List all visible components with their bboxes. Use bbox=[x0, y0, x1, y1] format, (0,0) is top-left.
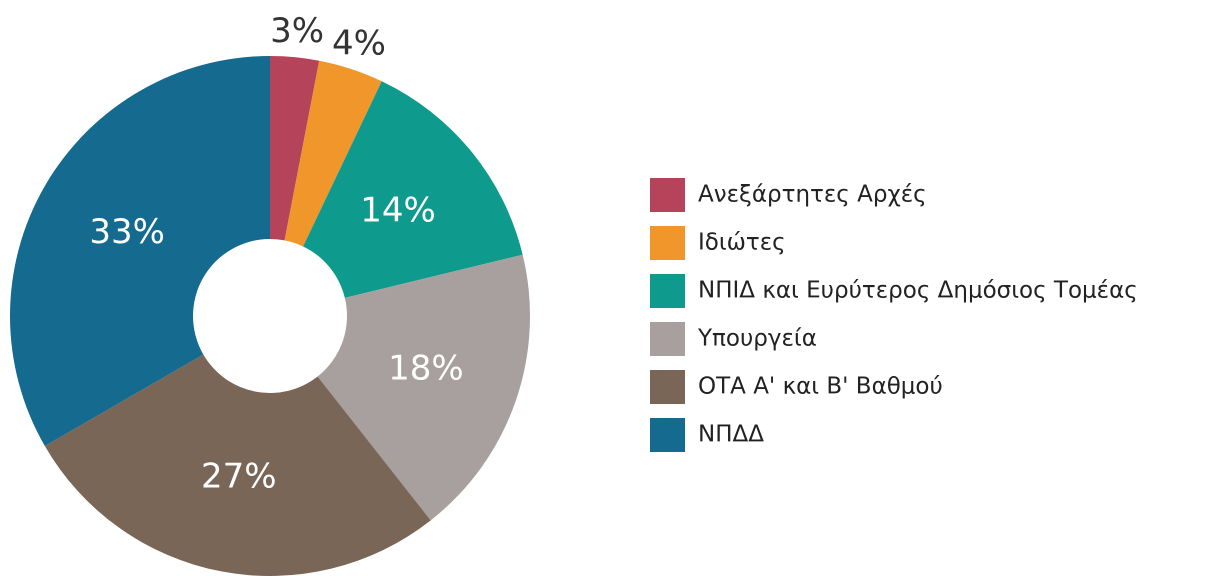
value-label: 3% bbox=[270, 11, 324, 51]
legend-label: Υπουργεία bbox=[697, 326, 817, 352]
value-label: 14% bbox=[360, 190, 436, 230]
legend-swatch bbox=[650, 418, 685, 452]
legend-label: Ανεξάρτητες Αρχές bbox=[698, 182, 927, 208]
value-label: 33% bbox=[89, 212, 165, 252]
legend-label: Ιδιώτες bbox=[698, 230, 786, 256]
legend-label: ΝΠΔΔ bbox=[698, 422, 764, 448]
donut-slice bbox=[44, 354, 431, 576]
legend-swatch bbox=[650, 178, 685, 212]
legend-label: ΝΠΙΔ και Ευρύτερος Δημόσιος Τομέας bbox=[698, 278, 1138, 304]
legend-swatch bbox=[650, 370, 685, 404]
donut-slice bbox=[317, 254, 530, 521]
donut-slice bbox=[270, 56, 320, 241]
value-label: 18% bbox=[388, 348, 464, 388]
donut-slice bbox=[284, 60, 382, 247]
legend-label: ΟΤΑ Α' και Β' Βαθμού bbox=[698, 374, 943, 400]
legend-swatch bbox=[650, 274, 685, 308]
donut-slice bbox=[303, 81, 523, 298]
legend-swatch bbox=[650, 322, 685, 356]
value-label: 4% bbox=[332, 24, 386, 64]
donut-slice bbox=[9, 56, 270, 446]
value-label: 27% bbox=[201, 457, 277, 497]
legend-swatch bbox=[650, 226, 685, 260]
